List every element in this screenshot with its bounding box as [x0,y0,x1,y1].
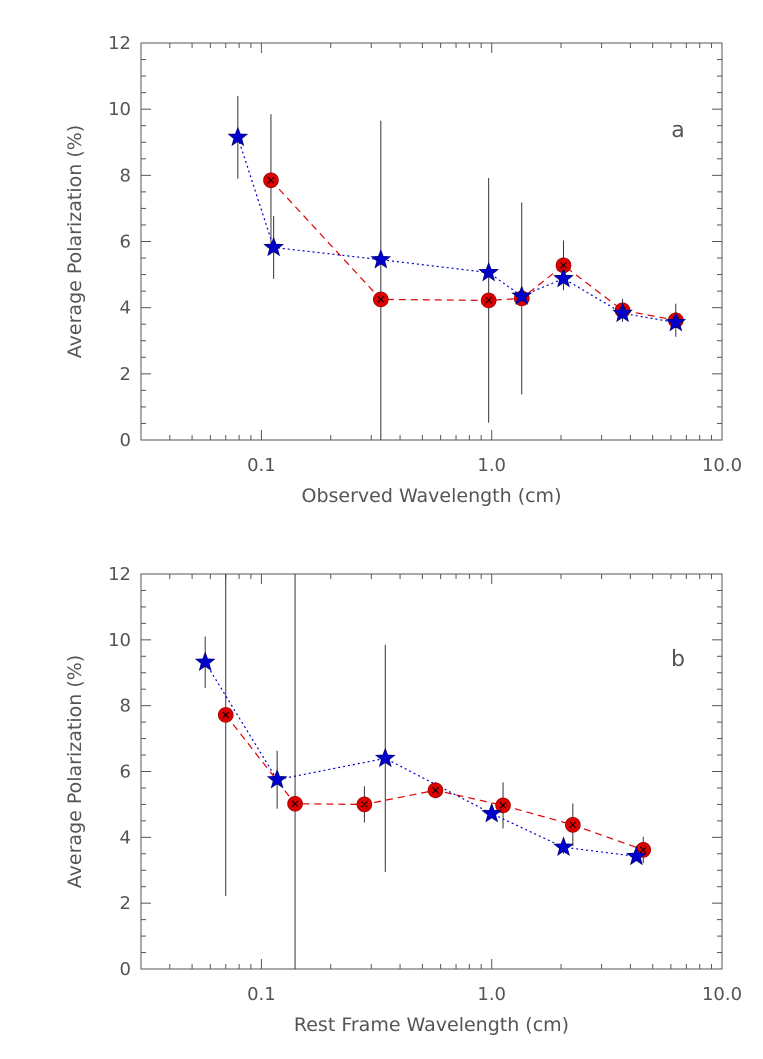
y-tick-label: 6 [120,762,131,783]
circle-marker-cross [560,261,567,269]
circle-series-line [225,714,644,851]
y-axis-title: Average Polarization (%) [64,655,86,888]
x-tick-label: 10.0 [702,455,742,476]
panel-label: b [671,647,685,672]
star-marker [227,126,249,147]
star-marker [553,836,574,856]
y-tick-label: 4 [120,298,131,319]
star-marker [370,248,392,269]
x-tick-label: 0.1 [247,455,276,476]
star-marker [374,747,396,768]
circle-marker-cross [569,821,577,829]
plot-frame [140,42,723,441]
x-tick-label: 1.0 [477,455,506,476]
star-marker [481,802,503,823]
circle-marker-cross [377,296,385,303]
y-tick-label: 10 [108,630,131,651]
y-tick-label: 6 [120,232,131,253]
panel-label: a [671,118,684,143]
y-tick-label: 2 [120,893,131,914]
star-marker [626,845,647,866]
y-tick-label: 2 [120,364,131,385]
x-axis-title: Observed Wavelength (cm) [302,485,562,507]
circle-series-line [270,179,676,321]
y-tick-label: 12 [108,564,131,585]
x-tick-label: 1.0 [477,984,506,1005]
circle-marker-cross [485,297,493,304]
y-axis-title: Average Polarization (%) [64,125,86,358]
y-tick-label: 4 [120,827,131,848]
star-marker [478,261,499,282]
circle-marker-cross [639,846,647,854]
circle-marker-cross [499,802,507,809]
star-marker [263,236,284,257]
y-tick-label: 8 [120,165,131,186]
y-tick-label: 8 [120,696,131,717]
star-marker [266,768,288,789]
star-series-line [237,137,676,324]
x-tick-label: 10.0 [702,984,742,1005]
plot-frame [140,573,723,970]
x-axis-title: Rest Frame Wavelength (cm) [294,1014,569,1036]
star-marker [511,285,533,305]
y-tick-label: 0 [120,430,131,451]
y-tick-label: 0 [120,959,131,980]
panel-a: 0.1 1.0 10.0 0 2 4 6 8 10 12 Observed Wavelength (… [64,33,742,507]
plot-data [194,574,652,969]
star-marker [665,311,687,332]
star-marker [194,651,216,672]
circle-marker-cross [432,786,439,794]
circle-marker-cross [291,800,299,808]
circle-marker-cross [222,711,230,719]
y-tick-label: 10 [108,99,131,120]
star-marker [553,267,574,288]
plot-data [227,95,687,440]
y-tick-label: 12 [108,33,131,54]
circle-marker-cross [267,176,275,184]
star-marker [612,302,633,323]
circle-marker-cross [361,801,368,808]
panel-b: 0.1 1.0 10.0 0 2 4 6 8 10 12 Rest Frame Wavelength… [64,564,742,1036]
x-tick-label: 0.1 [247,984,276,1005]
